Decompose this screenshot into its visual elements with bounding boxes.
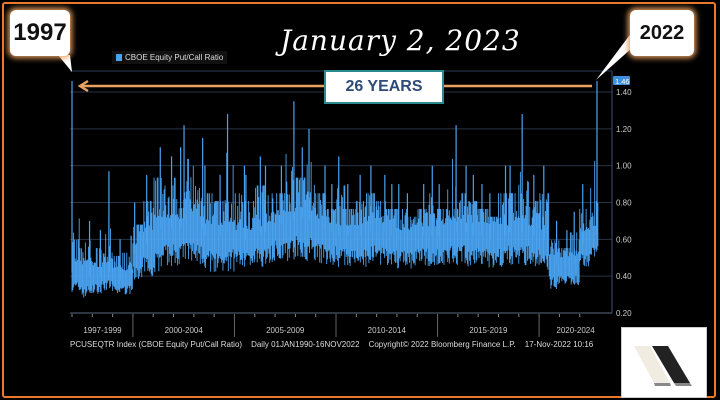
callout-pointer-2022 xyxy=(596,32,632,80)
footer-index: PCUSEQTR Index (CBOE Equity Put/Call Rat… xyxy=(70,340,243,349)
footer-range: Daily 01JAN1990-16NOV2022 xyxy=(251,340,360,349)
legend-label: CBOE Equity Put/Call Ratio xyxy=(125,53,224,62)
chart-footer: PCUSEQTR Index (CBOE Equity Put/Call Rat… xyxy=(70,340,593,349)
x-tick-label: 2020-2024 xyxy=(556,326,595,335)
span-label: 26 YEARS xyxy=(324,70,444,104)
chart-date-title: January 2, 2023 xyxy=(280,24,521,57)
logo xyxy=(621,327,707,398)
y-tick-label: 1.00 xyxy=(616,162,632,171)
y-tick-label: 0.80 xyxy=(616,199,632,208)
last-value-badge xyxy=(613,75,630,85)
y-tick-label: 0.40 xyxy=(616,272,632,281)
x-tick-label: 1997-1999 xyxy=(83,326,122,335)
y-tick-label: 1.20 xyxy=(616,125,632,134)
callout-pointer-1997 xyxy=(58,55,72,72)
callout-2022: 2022 xyxy=(630,10,694,56)
last-value-label: 1.46 xyxy=(615,77,630,86)
x-tick-label: 2015-2019 xyxy=(469,326,508,335)
y-tick-label: 0.60 xyxy=(616,235,632,244)
x-tick-label: 2000-2004 xyxy=(165,326,204,335)
arrow-head xyxy=(77,79,89,93)
footer-timestamp: 17-Nov-2022 10:16 xyxy=(524,340,594,349)
legend-swatch xyxy=(116,54,122,61)
logo-mark xyxy=(634,346,692,386)
legend: CBOE Equity Put/Call Ratio xyxy=(112,51,228,64)
x-tick-label: 2010-2014 xyxy=(368,326,407,335)
y-tick-label: 0.20 xyxy=(616,309,632,318)
footer-copyright: Copyright© 2022 Bloomberg Finance L.P. xyxy=(368,340,516,349)
x-tick-label: 2005-2009 xyxy=(266,326,305,335)
y-tick-label: 1.40 xyxy=(616,88,632,97)
callout-1997: 1997 xyxy=(10,10,70,56)
